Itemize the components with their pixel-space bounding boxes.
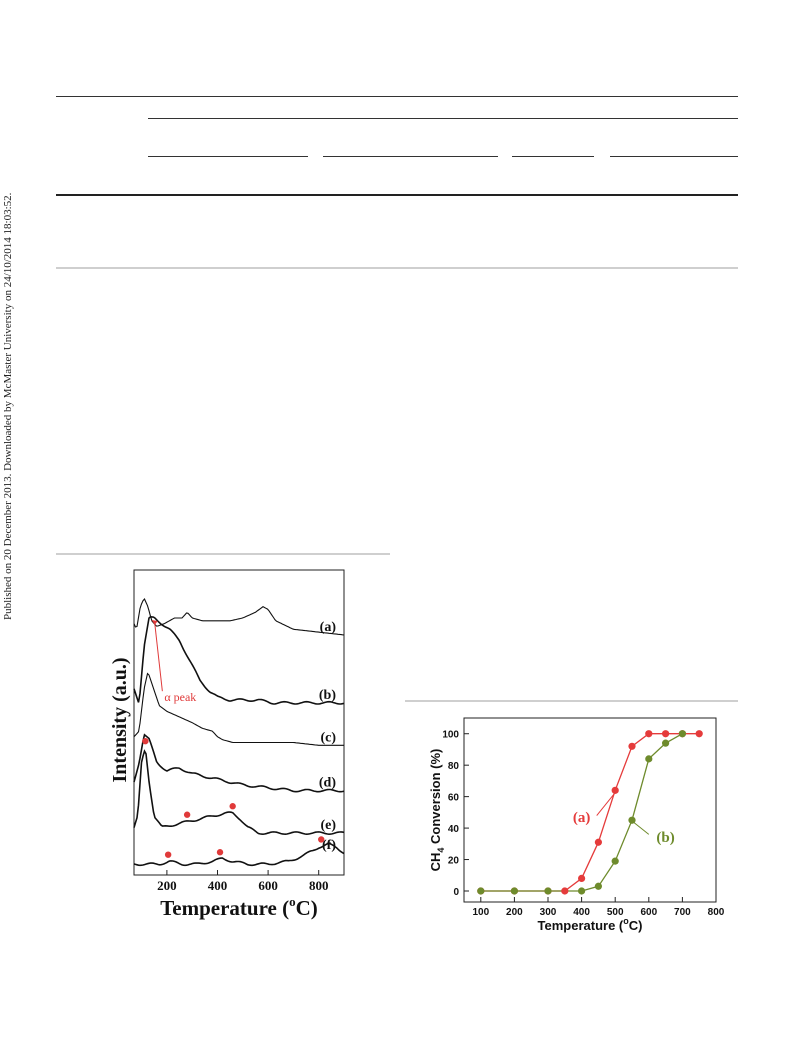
plot-frame [133,569,345,876]
series-label-b: (b) [656,830,674,846]
y-tick-label: 100 [442,730,459,741]
x-tick-label: 600 [640,907,657,918]
series-line-a [133,597,345,636]
series-line-d [133,733,345,793]
y-tick-label: 60 [448,793,460,804]
x-tick-label: 500 [607,907,624,918]
rule-subheader-4 [610,156,738,157]
y-tick-group: 0 20 40 60 80 100 [442,730,469,898]
series-label-c: (c) [320,730,336,745]
x-tick-label: 700 [674,907,691,918]
data-point-b [678,730,686,738]
rule-table-bottom [56,194,738,196]
download-notice: Published on 20 December 2013. Downloade… [2,193,22,640]
data-point-b [611,857,619,865]
series-label-f: (f) [322,838,336,853]
series-line-c [133,672,344,746]
x-axis-title: Temperature (oC) [538,916,643,933]
x-tick-label: 400 [208,878,228,893]
data-point-b [477,887,485,895]
data-point-b [544,887,552,895]
leader-line-b [632,821,650,835]
series-group [133,597,345,867]
peak-marker [318,836,325,843]
series-line-b [133,615,345,705]
series-label-group: (a) (b) [573,793,675,846]
annotation-arrowhead [151,619,158,625]
conversion-figure: 0 20 40 60 80 100 100 200 300 400 500 600 700 800 (a… [428,717,725,933]
data-point-b [578,887,586,895]
x-tick-label: 800 [708,907,725,918]
peak-marker [216,849,224,856]
download-notice-text: Published on 20 December 2013. Downloade… [2,192,14,620]
rule-top [56,96,738,97]
data-point-b [510,887,518,895]
x-axis-title: Temperature (oC) [160,894,318,920]
x-tick-label: 200 [506,907,523,918]
rule-section [56,267,738,269]
x-tick-label: 600 [258,878,278,893]
annotation-group: α peak [151,619,196,704]
data-point-a [594,838,602,846]
rule-subheader-1 [148,156,308,157]
y-tick-label: 0 [453,887,459,898]
series-label-b: (b) [319,688,336,703]
x-tick-label: 100 [472,907,489,918]
data-point-b [594,882,602,890]
peak-marker [183,811,191,818]
peak-marker [142,737,149,745]
data-point-a [611,786,619,794]
y-tick-label: 20 [448,856,460,867]
y-axis-title: Intensity (a.u.) [109,657,131,782]
series-label-group: (a) (b) (c) (d) (e) (f) [319,620,336,853]
data-point-b [645,755,653,763]
data-point-a [645,730,653,738]
rule-subheader-3 [512,156,594,157]
data-point-a [561,887,569,895]
y-tick-label: 80 [448,761,460,772]
series-label-a: (a) [573,810,591,826]
y-tick-label: 40 [448,824,460,835]
data-point-a [628,742,636,750]
peak-marker [164,851,172,858]
x-tick-label: 400 [573,907,590,918]
series-label-d: (d) [319,776,336,791]
y-axis-title: CH4 Conversion (%) [428,749,446,872]
rule-left-column [56,553,390,555]
series-line-e [133,749,345,836]
leader-line-a [596,793,615,816]
x-tick-group: 100 200 300 400 500 600 700 800 [472,897,725,918]
intensity-figure: (a) (b) (c) (d) (e) (f) 200 400 600 800 α peak I… [109,569,345,920]
data-point-a [695,730,703,738]
data-point-a [662,730,670,738]
rule-subheader-2 [323,156,498,157]
x-tick-label: 300 [540,907,557,918]
series-line-f [133,842,345,867]
peak-marker [229,803,236,810]
rule-right-column [405,700,738,702]
x-tick-label: 800 [309,878,329,893]
x-tick-group: 200 400 600 800 [157,870,328,893]
series-label-e: (e) [320,818,336,833]
annotation-arrow [154,622,163,692]
annotation-label: α peak [164,690,196,704]
rule-table-header [148,118,738,119]
data-point-a [578,874,586,883]
plot-frame [463,717,717,903]
series-line-b [480,733,683,892]
marker-group [142,737,325,858]
x-tick-label: 200 [157,878,177,893]
data-point-b [662,739,670,747]
series-label-a: (a) [320,620,337,635]
